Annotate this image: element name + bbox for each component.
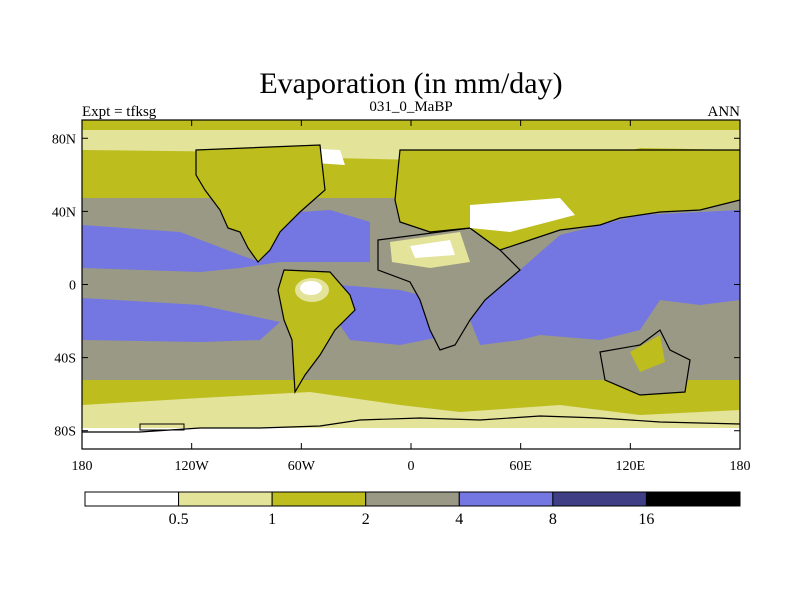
y-tick-label: 40N (52, 205, 76, 220)
central-asia-white (470, 198, 575, 232)
y-tick-label: 80N (52, 132, 76, 147)
antarctic-shelf-outline (139, 423, 185, 431)
colorbar-box (552, 491, 647, 507)
antarctica-white (82, 428, 740, 449)
colorbar-box (84, 491, 180, 507)
colorbar-level-label: 2 (362, 511, 370, 528)
experiment-label: Expt = tfksg (82, 104, 157, 120)
colorbar-level-label: 1 (268, 511, 276, 528)
australia-pale-core (630, 335, 665, 372)
colorbar-box (365, 491, 460, 507)
colorbar-level-label: 8 (549, 511, 557, 528)
indian-pacific-blue-band (470, 210, 740, 345)
pacific-blue-band (82, 210, 370, 272)
period-label: ANN (708, 104, 741, 120)
colorbar-level-label: 0.5 (169, 511, 189, 528)
y-tick-label: 0 (69, 279, 76, 294)
south-america-land (277, 269, 356, 395)
plot-title: Evaporation (in mm/day) (259, 67, 562, 100)
colorbar-box (178, 491, 273, 507)
x-tick-label: 180 (730, 459, 751, 474)
africa-sahara-white (410, 240, 455, 258)
south-america-white-core (300, 281, 322, 295)
north-america-land (195, 144, 326, 263)
x-tick-label: 120W (175, 459, 210, 474)
x-tick-label: 60E (509, 459, 532, 474)
y-tick-label: 80S (54, 425, 76, 440)
y-tick-label: 40S (54, 352, 76, 367)
subtitle: 031_0_MaBP (369, 99, 452, 115)
colorbar-box (271, 491, 367, 507)
colorbar-level-label: 4 (455, 511, 463, 528)
x-tick-label: 0 (408, 459, 415, 474)
colorbar-box (645, 491, 741, 507)
x-axis: 180 120W 60W 0 60E 120E 180 (72, 120, 751, 474)
x-tick-label: 120E (616, 459, 646, 474)
southern-pale-band (82, 392, 740, 434)
pacific-south-blue-band (82, 298, 280, 342)
colorbar: 0.5 1 2 4 8 16 (84, 491, 741, 528)
colorbar-box (458, 491, 554, 507)
map-field (82, 120, 740, 449)
colorbar-level-label: 16 (638, 511, 654, 528)
y-axis: 80N 40N 0 40S 80S (52, 132, 740, 440)
x-tick-label: 180 (72, 459, 93, 474)
antarctica-coast (82, 415, 740, 433)
x-tick-label: 60W (288, 459, 316, 474)
